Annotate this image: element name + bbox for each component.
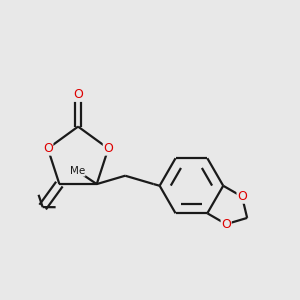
Text: Me: Me xyxy=(70,166,85,176)
Text: O: O xyxy=(221,218,231,231)
Text: O: O xyxy=(237,190,247,203)
Text: O: O xyxy=(73,88,83,101)
Text: O: O xyxy=(103,142,113,155)
Text: O: O xyxy=(43,142,53,155)
